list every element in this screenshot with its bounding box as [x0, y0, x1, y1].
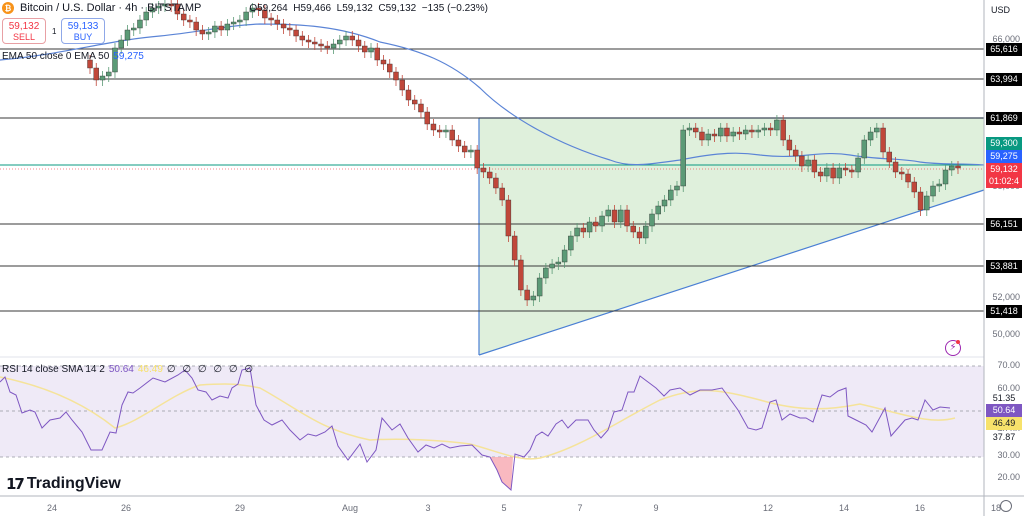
ema-legend-text: EMA 50 close 0 EMA 50 — [2, 51, 110, 62]
logo-text: TradingView — [26, 475, 121, 492]
rsi-legend-text: RSI 14 close SMA 14 2 — [2, 364, 105, 375]
price-level-label: 65,616 — [986, 43, 1022, 56]
symbol-legend: ₿ Bitcoin / U.S. Dollar · 4h · BITSTAMP … — [2, 2, 488, 14]
price-level-label: 61,869 — [986, 112, 1022, 125]
time-tick: 9 — [653, 503, 659, 513]
price-level-label: 59,275 — [986, 150, 1022, 163]
price-level-label: 01:02:4 — [986, 175, 1022, 188]
ema-legend[interactable]: EMA 50 close 0 EMA 50 59,275 — [2, 51, 144, 62]
rsi-value-label: 37.87 — [986, 431, 1022, 444]
rsi-value-label: 46.49 — [986, 417, 1022, 430]
candlestick-series — [87, 0, 961, 306]
settings-gear-icon[interactable] — [1000, 500, 1012, 512]
price-tick: 52,000 — [992, 292, 1020, 302]
buy-button[interactable]: 59,133 BUY — [61, 18, 105, 44]
low-label: L — [336, 2, 343, 14]
high-label: H — [293, 2, 301, 14]
buy-price: 59,133 — [67, 21, 99, 32]
close-value: 59,132 — [385, 2, 417, 14]
lightning-icon[interactable]: ⚡ — [945, 340, 961, 356]
bitcoin-icon: ₿ — [2, 2, 14, 14]
low-value: 59,132 — [342, 2, 373, 14]
time-tick: 29 — [234, 503, 246, 513]
rsi-oversold-fill — [490, 457, 513, 490]
price-level-label: 51,418 — [986, 305, 1022, 318]
time-tick: 12 — [762, 503, 774, 513]
time-tick: 3 — [425, 503, 431, 513]
rsi-tick: 20.00 — [997, 472, 1020, 482]
rsi-legend[interactable]: RSI 14 close SMA 14 2 50.64 46.49 ∅ ∅ ∅ ∅ ∅… — [2, 364, 255, 375]
ema-line — [0, 23, 985, 166]
rsi-value-label: 51.35 — [986, 392, 1022, 405]
time-tick: 5 — [501, 503, 507, 513]
sell-label: SELL — [12, 32, 36, 42]
symbol-title[interactable]: Bitcoin / U.S. Dollar · 4h · BITSTAMP — [20, 2, 202, 14]
open-value: 59,264 — [257, 2, 288, 14]
price-level-label: 56,151 — [986, 218, 1022, 231]
time-tick: 14 — [838, 503, 850, 513]
rsi-value-label: 50.64 — [986, 404, 1022, 417]
high-value: 59,466 — [300, 2, 332, 14]
level-lines — [0, 48, 984, 312]
price-level-label: 59,300 — [986, 137, 1022, 150]
buy-label: BUY — [73, 32, 93, 42]
time-tick: 26 — [120, 503, 132, 513]
rsi-extra-values: ∅ ∅ ∅ ∅ ∅ ∅ — [166, 364, 256, 375]
tradingview-mark-icon: 𝟭𝟳 — [6, 476, 25, 493]
rsi-sma-line — [0, 376, 956, 460]
sell-price: 59,132 — [8, 21, 40, 32]
rsi-tick: 70.00 — [997, 360, 1020, 370]
time-tick: 7 — [577, 503, 583, 513]
price-tick: 66,000 — [992, 34, 1020, 44]
time-tick: Aug — [341, 503, 359, 513]
ohlc-values: O59,264 H59,466 L59,132 C59,132 −135 (−0… — [249, 3, 488, 14]
notification-dot — [956, 340, 960, 344]
rsi-tick: 60.00 — [997, 383, 1020, 393]
price-tick: 50,000 — [992, 329, 1020, 339]
change-value: −135 (−0.23%) — [421, 2, 488, 14]
time-tick: 16 — [914, 503, 926, 513]
open-label: O — [249, 2, 258, 14]
rsi-line — [0, 367, 951, 492]
time-tick: 18 — [990, 503, 1002, 513]
close-label: C — [378, 2, 386, 14]
spread-value: 1 — [52, 27, 57, 36]
rsi-sma-value: 46.49 — [137, 364, 163, 375]
price-level-label: 53,881 — [986, 260, 1022, 273]
tradingview-logo[interactable]: 𝟭𝟳 TradingView — [6, 475, 121, 493]
currency-label[interactable]: USD — [990, 5, 1010, 15]
price-level-label: 63,994 — [986, 73, 1022, 86]
rsi-tick: 30.00 — [997, 450, 1020, 460]
time-tick: 24 — [46, 503, 58, 513]
price-level-label: 59,132 — [986, 163, 1022, 176]
rsi-value: 50.64 — [108, 364, 134, 375]
rsi-band — [0, 366, 984, 457]
sell-button[interactable]: 59,132 SELL — [2, 18, 46, 44]
ema-value: 59,275 — [113, 51, 144, 62]
